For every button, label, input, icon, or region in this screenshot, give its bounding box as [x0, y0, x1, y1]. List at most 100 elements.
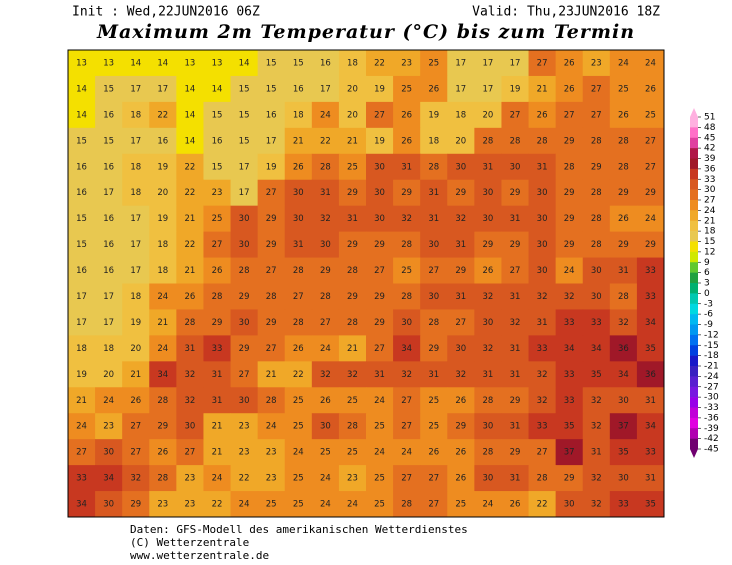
- colorbar: 51484542393633302724211815129630-3-6-9-1…: [690, 108, 719, 458]
- temperature-label: 37: [564, 448, 575, 458]
- temperature-cell: [555, 50, 584, 77]
- temperature-cell: [230, 439, 259, 466]
- temperature-label: 17: [157, 84, 168, 94]
- temperature-cell: [582, 231, 611, 259]
- temperature-cell: [447, 283, 475, 310]
- temperature-cell: [176, 439, 204, 466]
- temperature-cell: [230, 335, 259, 362]
- temperature-cell: [176, 283, 204, 310]
- temperature-label: 26: [428, 448, 439, 458]
- temperature-cell: [420, 179, 448, 207]
- temperature-cell: [257, 335, 286, 362]
- temperature-cell: [230, 75, 259, 103]
- temperature-label: 26: [564, 58, 575, 68]
- temperature-cell: [176, 153, 204, 181]
- temperature-cell: [474, 465, 502, 492]
- temperature-cell: [366, 257, 394, 284]
- temperature-cell: [311, 50, 340, 77]
- init-time: Init : Wed,22JUN2016 06Z: [72, 5, 260, 20]
- temperature-cell: [68, 283, 96, 310]
- temperature-cell: [528, 179, 557, 207]
- temperature-cell: [284, 153, 313, 181]
- temperature-cell: [555, 387, 584, 414]
- temperature-cell: [68, 309, 96, 336]
- temperature-cell: [366, 153, 394, 181]
- temperature-label: 28: [564, 162, 575, 172]
- temperature-cell: [555, 75, 584, 103]
- colorbar-label: 33: [704, 175, 715, 185]
- temperature-cell: [447, 309, 475, 336]
- temperature-label: 22: [320, 136, 331, 146]
- temperature-label: 27: [591, 84, 602, 94]
- colorbar-arrow: [690, 108, 698, 117]
- colorbar-segment: [690, 324, 698, 336]
- temperature-label: 28: [591, 136, 602, 146]
- temperature-cell: [420, 335, 448, 362]
- temperature-cell: [474, 335, 502, 362]
- temperature-cell: [122, 387, 150, 414]
- temperature-label: 26: [564, 84, 575, 94]
- temperature-label: 23: [401, 58, 412, 68]
- temperature-label: 15: [103, 84, 114, 94]
- temperature-label: 31: [212, 370, 223, 380]
- temperature-label: 29: [564, 474, 575, 484]
- colorbar-segment: [690, 272, 698, 284]
- temperature-cell: [284, 231, 313, 259]
- temperature-label: 26: [618, 214, 629, 224]
- colorbar-segment: [690, 314, 698, 325]
- temperature-label: 28: [482, 396, 493, 406]
- temperature-label: 31: [401, 162, 412, 172]
- temperature-label: 21: [184, 214, 195, 224]
- temperature-cell: [203, 75, 232, 103]
- temperature-label: 28: [212, 292, 223, 302]
- temperature-cell: [528, 361, 557, 388]
- colorbar-label: 6: [704, 268, 710, 278]
- temperature-label: 28: [618, 136, 629, 146]
- temperature-label: 23: [266, 448, 277, 458]
- colorbar-segment: [690, 386, 698, 398]
- temperature-label: 27: [76, 448, 87, 458]
- temperature-label: 24: [266, 422, 277, 432]
- colorbar-segment: [690, 293, 698, 305]
- temperature-label: 14: [239, 58, 250, 68]
- temperature-label: 31: [347, 214, 358, 224]
- temperature-label: 32: [591, 474, 602, 484]
- temperature-label: 34: [76, 500, 87, 510]
- temperature-cell: [528, 465, 557, 492]
- colorbar-segment: [690, 241, 698, 253]
- temperature-cell: [230, 205, 259, 233]
- temperature-cell: [528, 439, 557, 466]
- temperature-cell: [68, 439, 96, 466]
- temperature-label: 22: [184, 162, 195, 172]
- temperature-cell: [95, 413, 123, 440]
- temperature-label: 23: [266, 474, 277, 484]
- colorbar-label: -39: [704, 424, 719, 434]
- temperature-cell: [176, 465, 204, 492]
- temperature-cell: [636, 439, 665, 466]
- temperature-cell: [366, 439, 394, 466]
- temperature-cell: [582, 491, 611, 518]
- temperature-label: 31: [510, 344, 521, 354]
- temperature-label: 24: [212, 474, 223, 484]
- temperature-cell: [203, 439, 232, 466]
- temperature-label: 28: [157, 474, 168, 484]
- temperature-cell: [257, 361, 286, 388]
- temperature-cell: [420, 361, 448, 388]
- temperature-cell: [284, 257, 313, 284]
- temperature-cell: [447, 205, 475, 233]
- temperature-label: 31: [537, 162, 548, 172]
- temperature-cell: [230, 413, 259, 440]
- temperature-label: 30: [455, 344, 466, 354]
- temperature-label: 29: [239, 344, 250, 354]
- temperature-cell: [230, 50, 259, 77]
- temperature-cell: [338, 75, 367, 103]
- temperature-label: 14: [212, 84, 223, 94]
- temperature-cell: [420, 153, 448, 181]
- temperature-cell: [393, 127, 421, 155]
- temperature-cell: [555, 231, 584, 259]
- temperature-cell: [501, 465, 530, 492]
- temperature-label: 29: [645, 188, 656, 198]
- colorbar-label: 3: [704, 279, 710, 289]
- temperature-cell: [122, 101, 150, 129]
- temperature-label: 14: [130, 58, 141, 68]
